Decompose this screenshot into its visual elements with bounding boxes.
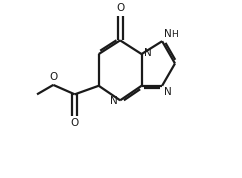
Text: N: N <box>164 88 172 98</box>
Text: O: O <box>49 72 57 82</box>
Text: H: H <box>172 30 178 40</box>
Text: N: N <box>110 96 118 106</box>
Text: N: N <box>144 48 151 58</box>
Text: O: O <box>116 3 124 13</box>
Text: O: O <box>71 118 79 128</box>
Text: N: N <box>164 30 172 40</box>
